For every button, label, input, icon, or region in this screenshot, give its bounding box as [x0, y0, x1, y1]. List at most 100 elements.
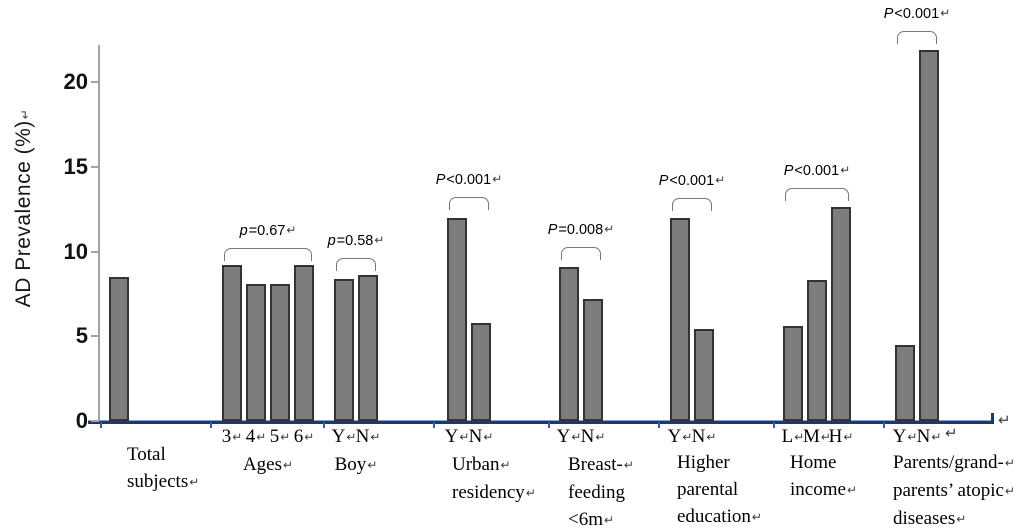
significance-bracket — [897, 31, 937, 44]
return-mark-icon: ↵ — [280, 430, 291, 444]
y-tick-label: 10 — [63, 238, 88, 264]
bar — [270, 284, 290, 421]
group-label: Urban↵ residency↵ — [452, 451, 536, 507]
p-value-label: p=0.58↵ — [327, 233, 385, 249]
x-axis-tick — [210, 422, 212, 428]
p-value-label: P=0.008↵ — [547, 222, 615, 238]
category-label: 5↵ — [269, 426, 291, 447]
significance-bracket — [561, 247, 601, 260]
bar — [246, 284, 266, 421]
significance-bracket — [672, 198, 712, 211]
group-label-line: Boy↵ — [334, 454, 378, 475]
category-label: Y↵ — [444, 426, 470, 447]
x-axis-tick — [883, 422, 885, 428]
bar — [358, 275, 378, 421]
p-value-label: P<0.001↵ — [435, 172, 503, 188]
p-value-label: p=0.67↵ — [239, 223, 297, 239]
return-mark-icon: ↵ — [18, 108, 32, 120]
category-label: Y↵ — [892, 426, 918, 447]
p-value-symbol: P — [783, 163, 794, 179]
return-mark-icon: ↵ — [1004, 484, 1016, 498]
y-tick-label: 20 — [63, 69, 88, 94]
p-value-label: P<0.001↵ — [783, 163, 851, 179]
category-label: L↵ — [781, 426, 805, 447]
x-axis-end-tick — [991, 413, 994, 423]
return-mark-icon: ↵ — [682, 430, 693, 444]
p-value-symbol: P — [883, 6, 894, 22]
return-mark-icon: ↵ — [283, 458, 294, 472]
group-label: Total subjects↵ — [127, 441, 199, 496]
category-label: 6↵ — [293, 426, 315, 447]
bar — [583, 299, 603, 421]
group-label: Higher parental education↵ — [677, 449, 762, 531]
return-mark-icon: ↵ — [820, 430, 831, 444]
return-mark-icon: ↵ — [367, 458, 378, 472]
category-label: N↵ — [691, 426, 717, 447]
group-label-line: Breast-↵ — [568, 454, 634, 475]
return-mark-icon: ↵ — [232, 430, 243, 444]
y-tick-label: 15 — [63, 153, 88, 179]
category-label: H↵ — [828, 426, 854, 447]
group-label-line: subjects↵ — [127, 471, 200, 492]
p-value-symbol: p — [327, 233, 336, 249]
return-mark-icon: ↵ — [907, 430, 918, 444]
y-tick-label: 0 — [75, 408, 88, 433]
y-axis-title-text: AD Prevalence (%) — [12, 120, 35, 308]
group-label-line: Higher — [677, 452, 730, 473]
x-axis-tick — [100, 422, 102, 428]
y-axis-tick — [91, 420, 99, 422]
group-label-line: Urban↵ — [452, 454, 511, 475]
return-mark-icon: ↵ — [794, 430, 805, 444]
group-label: Home income↵ — [790, 449, 857, 504]
category-label: N↵ — [580, 426, 606, 447]
y-tick-label: 5 — [75, 323, 88, 349]
return-mark-icon: ↵ — [998, 413, 1011, 429]
p-value-label: P<0.001↵ — [658, 173, 726, 189]
group-label: Parents/grand-↵ parents’ atopic↵ diseases↵ — [893, 449, 1015, 532]
bar — [559, 267, 579, 421]
x-axis-tick — [323, 422, 325, 428]
y-axis-tick — [91, 81, 99, 83]
return-mark-icon: ↵ — [940, 6, 951, 20]
bar — [334, 279, 354, 421]
category-label: Y↵ — [556, 426, 582, 447]
return-mark-icon: ↵ — [956, 512, 967, 526]
return-mark-icon: ↵ — [370, 430, 381, 444]
group-label-line: parental — [677, 479, 739, 500]
category-label: 4↵ — [245, 426, 267, 447]
return-mark-icon: ↵ — [931, 430, 942, 444]
p-value-symbol: P — [547, 222, 558, 238]
x-axis-tick — [548, 422, 550, 428]
bar — [471, 323, 491, 421]
bar — [294, 265, 314, 421]
return-mark-icon: ↵ — [304, 430, 315, 444]
bar — [694, 329, 714, 421]
group-label-line: parents’ atopic↵ — [893, 480, 1016, 501]
group-label-line: feeding — [568, 482, 625, 503]
significance-bracket — [224, 248, 312, 261]
return-mark-icon: ↵ — [571, 430, 582, 444]
return-mark-icon: ↵ — [483, 430, 494, 444]
return-mark-icon: ↵ — [189, 475, 200, 489]
p-value-symbol: P — [658, 173, 669, 189]
return-mark-icon: ↵ — [525, 486, 536, 500]
group-label-line: income↵ — [790, 479, 857, 500]
group-label-line: diseases↵ — [893, 508, 967, 529]
bar — [670, 218, 690, 421]
return-mark-icon: ↵ — [492, 172, 503, 186]
return-mark-icon: ↵ — [843, 430, 854, 444]
y-axis-tick — [91, 335, 99, 338]
return-mark-icon: ↵ — [459, 430, 470, 444]
return-mark-icon: ↵ — [945, 426, 958, 442]
group-label-line: <6m↵ — [568, 509, 615, 530]
bar — [783, 326, 803, 421]
x-axis-tick — [433, 422, 435, 428]
return-mark-icon: ↵ — [623, 458, 634, 472]
return-mark-icon: ↵ — [604, 513, 615, 527]
bar — [807, 280, 827, 421]
x-axis-tick — [773, 422, 775, 428]
return-mark-icon: ↵ — [715, 173, 726, 187]
group-label-line: residency↵ — [452, 482, 536, 503]
return-mark-icon: ↵ — [374, 233, 385, 247]
